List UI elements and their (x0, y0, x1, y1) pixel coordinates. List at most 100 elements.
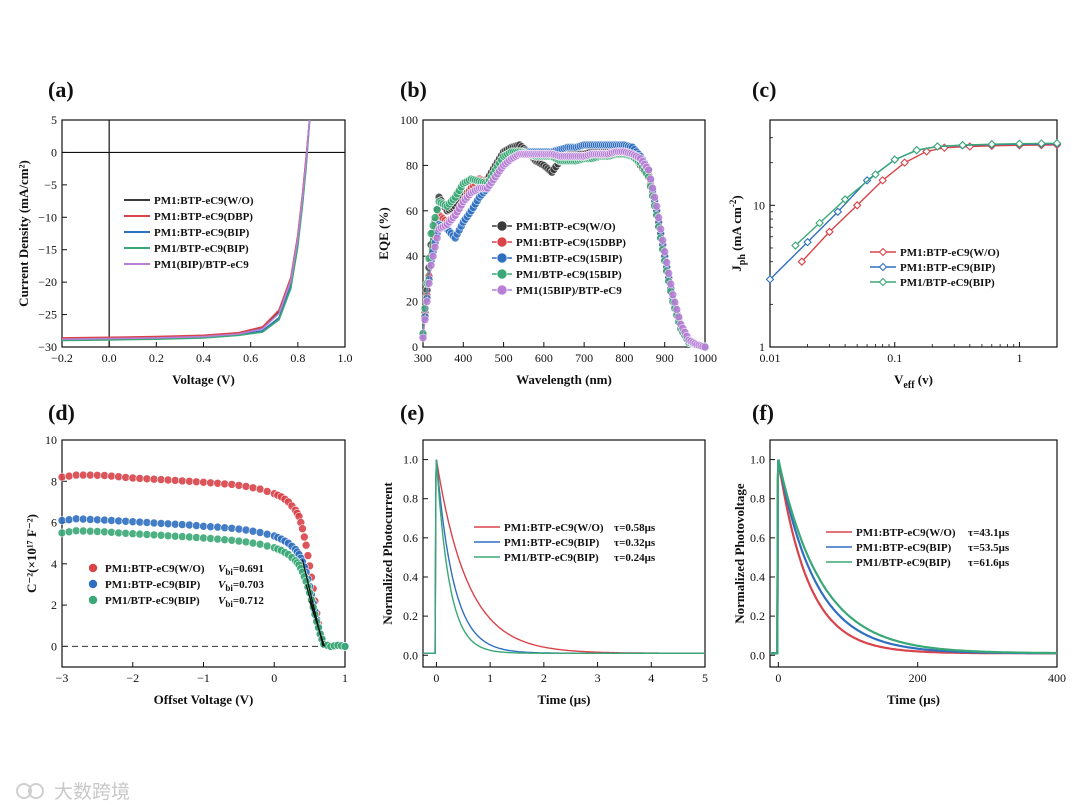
data-point (135, 517, 145, 527)
data-point (248, 483, 258, 493)
data-point (890, 155, 900, 164)
data-point (797, 257, 807, 266)
x-tick-label: 5 (702, 671, 708, 685)
x-tick-label: −3 (56, 671, 69, 685)
panel-label: (c) (752, 77, 776, 102)
panel-e: 0 1 2 3 4 5 0.0 0.2 0.4 0.6 0.8 1.0 (e) Normalized Ph… (380, 400, 708, 707)
data-point (765, 275, 775, 284)
x-tick-label: 800 (615, 351, 633, 365)
legend-entry: PM1(BIP)/BTP-eC9 (154, 259, 249, 271)
legend-entry: PM1/BTP-eC9(15BIP) (516, 269, 622, 281)
data-point (135, 529, 145, 539)
data-point (1037, 139, 1046, 148)
data-point (227, 480, 237, 489)
data-point (86, 470, 95, 480)
data-point (114, 472, 123, 482)
data-point (206, 478, 215, 488)
vbi-value: =0.703 (233, 579, 265, 591)
watermark-logo-icon (16, 783, 32, 799)
y-tick-label: 0 (412, 340, 418, 354)
data-point (940, 143, 949, 152)
y-tick-label: 60 (406, 204, 418, 218)
data-point (234, 481, 244, 490)
legend-marker (88, 595, 98, 605)
y-axis-label: EQE (%) (376, 207, 391, 259)
data-point (301, 540, 311, 550)
panel-label: (d) (48, 400, 75, 425)
x-tick-label: 1 (487, 671, 493, 685)
data-point (107, 471, 116, 481)
data-point (142, 518, 152, 527)
data-point (93, 515, 102, 525)
data-point (78, 514, 88, 524)
legend-entry: PM1:BTP-eC9(15BIP) (516, 253, 623, 265)
data-point (666, 279, 676, 289)
y-tick-label: 5 (51, 113, 57, 127)
y-tick-label: 20 (406, 295, 418, 309)
legend-entry: PM1:BTP-eC9(15DBP) (516, 237, 626, 249)
legend-entry: PM1/BTP-eC9(BIP) (154, 243, 249, 255)
data-point (64, 527, 74, 537)
y-tick-label: 0.2 (750, 609, 765, 623)
data-point (241, 525, 251, 535)
legend-entry: PM1:BTP-eC9(W/O) (154, 195, 254, 207)
y-tick-label: −30 (38, 340, 57, 354)
vbi-symbol: V (218, 595, 227, 607)
data-point (262, 487, 272, 496)
vbi-value: =0.691 (233, 563, 264, 575)
y-tick-label: −15 (38, 243, 57, 257)
data-point (114, 528, 123, 538)
legend-vbi: Vbi=0.691 (218, 563, 264, 577)
panel-label: (f) (752, 400, 774, 425)
y-tick-label: 8 (51, 474, 57, 488)
x-tick-label: 0.6 (243, 351, 258, 365)
panel-a: −0.2 0.0 0.2 0.4 0.6 0.8 1.0 5 0 −5 −10 −15 −20 −25 −3… (16, 77, 353, 387)
x-tick-label: 0.1 (887, 351, 902, 365)
legend-entry: PM1:BTP-eC9(DBP) (154, 211, 253, 223)
data-point (340, 642, 350, 651)
legend-entry: PM1:BTP-eC9(BIP) (504, 537, 600, 549)
x-tick-label: 900 (656, 351, 674, 365)
data-point (178, 520, 187, 529)
data-point (163, 475, 173, 485)
data-point (664, 268, 674, 278)
y-tick-label: 100 (400, 113, 418, 127)
data-point (234, 524, 244, 534)
data-point (86, 515, 95, 524)
axes-frame (422, 119, 706, 348)
legend-background (487, 216, 647, 298)
data-point (815, 218, 824, 228)
legend-marker (496, 220, 508, 232)
data-point (178, 476, 187, 486)
data-point (248, 538, 258, 548)
x-tick-label: −2 (126, 671, 139, 685)
legend-entry: PM1/BTP-eC9(BIP) (105, 595, 200, 607)
data-point (121, 516, 130, 526)
y-tick-label: 0 (51, 639, 57, 653)
legend-entry: PM1:BTP-eC9(W/O) (516, 221, 616, 233)
data-point (298, 524, 307, 534)
data-point (662, 258, 672, 267)
data-point (654, 213, 664, 222)
x-axis-label: Offset Voltage (V) (154, 692, 254, 707)
legend-entry: PM1/BTP-eC9(BIP) (504, 552, 599, 564)
legend-tau: τ=0.32μs (614, 537, 656, 549)
data-point (833, 207, 843, 217)
legend-tau: τ=43.1μs (968, 527, 1010, 539)
y-tick-label: 0.8 (403, 492, 418, 506)
x-tick-label: 0.8 (290, 351, 305, 365)
data-point (418, 333, 428, 343)
watermark: 大数跨境 (16, 781, 130, 803)
data-point (163, 531, 173, 541)
y-tick-label: 0 (51, 145, 57, 159)
data-point (424, 279, 434, 288)
data-point (64, 471, 74, 481)
data-point (658, 236, 668, 245)
legend-entry: PM1/BTP-eC9(BIP) (856, 557, 951, 569)
legend-vbi: Vbi=0.703 (218, 579, 264, 593)
data-point (206, 534, 215, 543)
fit-line-3 (309, 600, 326, 647)
legend-vbi: Vbi=0.712 (218, 595, 264, 609)
watermark-logo-icon-2 (28, 783, 44, 799)
legend-entry: PM1(15BIP)/BTP-eC9 (516, 285, 622, 297)
